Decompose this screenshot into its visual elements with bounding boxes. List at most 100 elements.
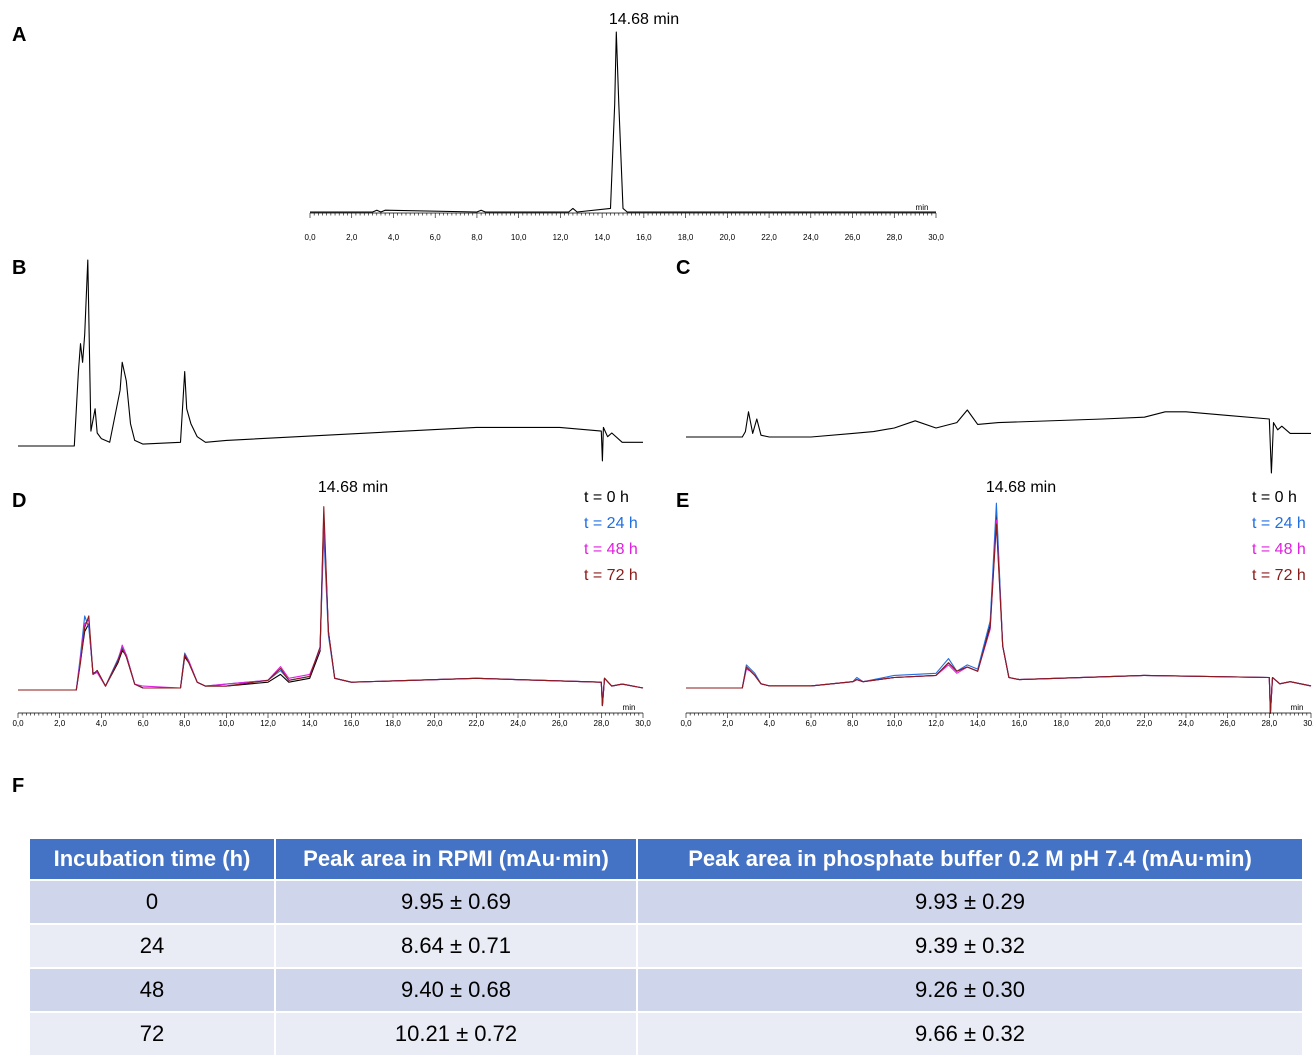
x-tick-label: 26,0: [1220, 719, 1236, 728]
peak-label-e: 14.68 min: [986, 479, 1056, 496]
table-header-row: Incubation time (h) Peak area in RPMI (m…: [30, 839, 1302, 879]
table-cell: 0: [30, 881, 274, 923]
table-cell: 72: [30, 1013, 274, 1055]
x-tick-label: 30,0: [1303, 719, 1313, 728]
table-cell: 24: [30, 925, 274, 967]
legend-item-d-24h: t = 24 h: [584, 515, 638, 532]
series-line-d-0: [18, 517, 644, 707]
x-tick-label: 18,0: [1053, 719, 1069, 728]
table-row: 24 8.64 ± 0.71 9.39 ± 0.32: [30, 925, 1302, 967]
panel-letter-e: E: [676, 490, 690, 512]
peak-area-table: Incubation time (h) Peak area in RPMI (m…: [28, 837, 1304, 1057]
table-cell: 9.39 ± 0.32: [638, 925, 1302, 967]
peak-label-a: 14.68 min: [609, 11, 679, 28]
x-tick-label: 2,0: [54, 719, 66, 728]
x-tick-label: 28,0: [594, 719, 610, 728]
legend-item-e-72h: t = 72 h: [1252, 567, 1306, 584]
x-tick-label: 10,0: [887, 719, 903, 728]
legend-item-d-48h: t = 48 h: [584, 541, 638, 558]
table-cell: 9.95 ± 0.69: [276, 881, 636, 923]
panel-letter-f: F: [12, 775, 25, 797]
table-row: 48 9.40 ± 0.68 9.26 ± 0.30: [30, 969, 1302, 1011]
legend-item-e-0h: t = 0 h: [1252, 489, 1297, 506]
legend-item-d-0h: t = 0 h: [584, 489, 629, 506]
table-cell: 9.66 ± 0.32: [638, 1013, 1302, 1055]
x-tick-label: 4,0: [388, 233, 400, 242]
x-tick-label: 20,0: [1095, 719, 1111, 728]
table-cell: 9.40 ± 0.68: [276, 969, 636, 1011]
x-tick-label: 20,0: [720, 233, 736, 242]
x-tick-label: 18,0: [385, 719, 401, 728]
x-tick-label: 12,0: [928, 719, 944, 728]
x-tick-label: 14,0: [594, 233, 610, 242]
series-line-a-0: [310, 31, 936, 213]
x-tick-label: 14,0: [970, 719, 986, 728]
x-tick-label: 2,0: [346, 233, 358, 242]
x-tick-label: 24,0: [803, 233, 819, 242]
x-tick-label: 6,0: [137, 719, 149, 728]
table-cell: 8.64 ± 0.71: [276, 925, 636, 967]
x-tick-label: 0,0: [12, 719, 24, 728]
chromatogram-e: 0,0 2,0 4,0 6,0 8,0 10,0 12,0 14,0 16,0 18,0 20,0 2…: [680, 502, 1313, 728]
panel-letter-c: C: [676, 257, 691, 279]
x-tick-label: 0,0: [304, 233, 316, 242]
peak-label-d: 14.68 min: [318, 479, 388, 496]
table-cell: 9.26 ± 0.30: [638, 969, 1302, 1011]
x-tick-label: 10,0: [219, 719, 235, 728]
x-tick-label: 8,0: [847, 719, 859, 728]
chromatograms-svg: 0,0 2,0 4,0 6,0 8,0 10,0 12,0 14,0 16,0 18,0 20,0 2…: [12, 11, 1313, 728]
x-axis-unit-label: min: [916, 203, 929, 212]
legend-item-d-72h: t = 72 h: [584, 567, 638, 584]
x-tick-label: 24,0: [510, 719, 526, 728]
chromatogram-c: [686, 409, 1311, 474]
x-tick-label: 4,0: [96, 719, 108, 728]
panel-letter-b: B: [12, 257, 27, 279]
panel-letter-a: A: [12, 24, 27, 46]
series-line-d-1: [18, 533, 644, 707]
chromatogram-b: [18, 259, 643, 462]
x-tick-label: 18,0: [678, 233, 694, 242]
x-tick-label: 12,0: [553, 233, 569, 242]
table-row: 0 9.95 ± 0.69 9.93 ± 0.29: [30, 881, 1302, 923]
x-tick-label: 28,0: [1262, 719, 1278, 728]
x-tick-label: 22,0: [761, 233, 777, 242]
x-tick-label: 12,0: [260, 719, 276, 728]
table-cell: 10.21 ± 0.72: [276, 1013, 636, 1055]
x-tick-label: 6,0: [805, 719, 817, 728]
x-tick-label: 0,0: [680, 719, 692, 728]
series-line-d-2: [18, 513, 644, 707]
x-tick-label: 10,0: [511, 233, 527, 242]
x-tick-label: 14,0: [302, 719, 318, 728]
chromatogram-a: 0,0 2,0 4,0 6,0 8,0 10,0 12,0 14,0 16,0 18,0 20,0 2…: [304, 31, 944, 242]
series-line-b-0: [18, 259, 643, 462]
table-cell: 48: [30, 969, 274, 1011]
x-tick-label: 8,0: [471, 233, 483, 242]
series-line-d-3: [18, 506, 644, 707]
x-tick-label: 22,0: [1137, 719, 1153, 728]
x-tick-label: 26,0: [552, 719, 568, 728]
x-axis-unit-label: min: [623, 703, 636, 712]
x-tick-label: 4,0: [764, 719, 776, 728]
legend-item-e-24h: t = 24 h: [1252, 515, 1306, 532]
x-tick-label: 2,0: [722, 719, 734, 728]
x-tick-label: 26,0: [845, 233, 861, 242]
series-line-c-0: [686, 409, 1311, 474]
legend-e: t = 0 h t = 24 h t = 48 h t = 72 h: [1252, 489, 1306, 584]
series-line-e-3: [686, 523, 1312, 714]
table-cell: 9.93 ± 0.29: [638, 881, 1302, 923]
panel-letter-d: D: [12, 490, 27, 512]
series-line-e-1: [686, 502, 1312, 714]
legend-item-e-48h: t = 48 h: [1252, 541, 1306, 558]
x-tick-label: 22,0: [469, 719, 485, 728]
column-header-phosphate-buffer: Peak area in phosphate buffer 0.2 M pH 7…: [638, 839, 1302, 879]
x-axis-unit-label: min: [1291, 703, 1304, 712]
x-tick-label: 20,0: [427, 719, 443, 728]
x-tick-label: 16,0: [344, 719, 360, 728]
table-row: 72 10.21 ± 0.72 9.66 ± 0.32: [30, 1013, 1302, 1055]
x-tick-label: 28,0: [886, 233, 902, 242]
column-header-incubation-time: Incubation time (h): [30, 839, 274, 879]
x-tick-label: 24,0: [1178, 719, 1194, 728]
chromatogram-d: 0,0 2,0 4,0 6,0 8,0 10,0 12,0 14,0 16,0 18,0 20,0 2…: [12, 506, 651, 728]
x-tick-label: 6,0: [430, 233, 442, 242]
x-tick-label: 16,0: [636, 233, 652, 242]
